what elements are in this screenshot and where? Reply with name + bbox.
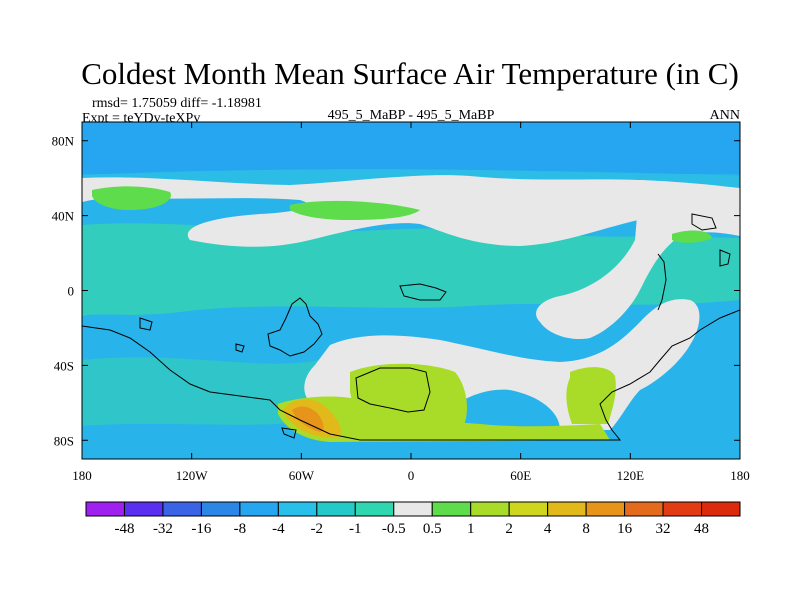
colorbar-swatch: [85, 501, 125, 517]
y-tick-label: 40S: [54, 358, 74, 373]
colorbar-swatch: [701, 501, 741, 517]
x-tick-label: 180: [730, 468, 750, 483]
region-arctic-band: [82, 122, 740, 174]
colorbar-label: -2: [311, 521, 324, 537]
center-label: 495_5_MaBP - 495_5_MaBP: [328, 108, 495, 123]
colorbar-label: 32: [656, 521, 671, 537]
colorbar-label: 48: [694, 521, 709, 537]
colorbar-label: 16: [617, 521, 633, 537]
colorbar-swatch: [239, 501, 279, 517]
y-tick-label: 80S: [54, 433, 74, 448]
colorbar-label: -0.5: [382, 521, 406, 537]
colorbar-swatch: [316, 501, 356, 517]
colorbar-swatch: [123, 501, 164, 517]
colorbar-label: -16: [191, 521, 211, 537]
chart-title: Coldest Month Mean Surface Air Temperatu…: [81, 56, 739, 91]
colorbar-swatch: [508, 501, 549, 517]
colorbar-label: -1: [349, 521, 362, 537]
colorbar-label: -48: [114, 521, 134, 537]
colorbar-swatch: [431, 501, 472, 517]
region-white-east: [536, 180, 740, 340]
x-tick-label: 60E: [510, 468, 531, 483]
region-green-patch-2: [290, 200, 420, 220]
colorbar-swatch: [277, 501, 318, 517]
region-hot-anomaly: [292, 406, 324, 432]
stats-label: rmsd= 1.75059 diff= -1.18981: [92, 96, 262, 111]
x-tick-label: 120W: [176, 468, 209, 483]
colorbar-label: -8: [234, 521, 247, 537]
colorbar-label: 4: [544, 521, 552, 537]
colorbar: -48 -32 -16 -8 -4 -2 -1 -0.5 0.5 1 2 4 8 16 32 48: [85, 501, 741, 537]
colorbar-swatch: [393, 501, 433, 517]
colorbar-swatch: [200, 501, 241, 517]
y-axis: 80N 40N 0 40S 80S: [52, 134, 740, 448]
x-tick-label: 0: [408, 468, 415, 483]
map-plot-area: [82, 122, 740, 459]
colorbar-swatch: [662, 501, 703, 517]
x-axis: 180 120W 60W 0 60E 120E 180: [72, 122, 750, 483]
x-tick-label: 120E: [617, 468, 645, 483]
colorbar-swatch: [585, 501, 626, 517]
y-tick-label: 80N: [52, 134, 75, 149]
region-green-patch-3: [672, 230, 712, 243]
x-tick-label: 180: [72, 468, 92, 483]
region-green-east: [566, 367, 616, 424]
colorbar-swatch: [162, 501, 202, 517]
region-green-south-shelf: [278, 396, 610, 442]
colorbar-swatch: [624, 501, 664, 517]
y-tick-label: 40N: [52, 209, 75, 224]
colorbar-label: 0.5: [423, 521, 442, 537]
x-tick-label: 60W: [289, 468, 315, 483]
region-green-patch-1: [92, 186, 171, 210]
colorbar-swatch: [470, 501, 510, 517]
colorbar-label: -32: [153, 521, 173, 537]
right-label: ANN: [710, 108, 740, 123]
region-teal-south: [82, 357, 330, 426]
colorbar-swatch: [354, 501, 395, 517]
colorbar-swatch: [547, 501, 587, 517]
continent-outlines: [82, 213, 740, 441]
y-tick-label: 0: [68, 284, 75, 299]
colorbar-label: 8: [582, 521, 590, 537]
colorbar-label: 1: [467, 521, 475, 537]
colorbar-label: -4: [272, 521, 285, 537]
colorbar-label: 2: [505, 521, 513, 537]
